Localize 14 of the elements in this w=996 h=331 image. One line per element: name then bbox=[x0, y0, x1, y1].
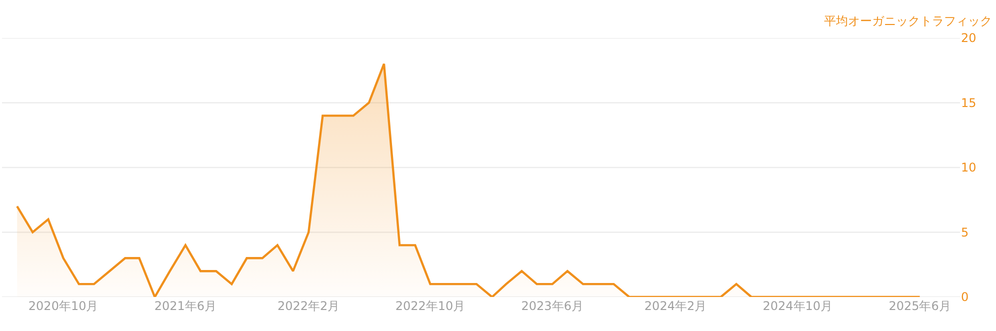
x-tick-label: 2022年2月 bbox=[278, 299, 340, 313]
x-tick-label: 2024年2月 bbox=[644, 299, 707, 313]
y-tick-label: 20 bbox=[961, 31, 976, 46]
x-tick-label: 2025年6月 bbox=[888, 299, 951, 313]
y-tick-label: 10 bbox=[961, 160, 976, 175]
x-tick-label: 2022年10月 bbox=[395, 299, 466, 313]
y-tick-label: 15 bbox=[961, 96, 976, 110]
y-axis-title: 平均オーガニックトラフィック bbox=[824, 14, 992, 28]
x-tick-label: 2024年10月 bbox=[762, 299, 833, 313]
x-tick-label: 2021年6月 bbox=[154, 299, 217, 313]
y-tick-label: 5 bbox=[961, 225, 969, 240]
x-tick-label: 2020年10月 bbox=[28, 299, 98, 313]
y-tick-label: 0 bbox=[961, 290, 969, 304]
x-tick-label: 2023年6月 bbox=[521, 299, 584, 313]
